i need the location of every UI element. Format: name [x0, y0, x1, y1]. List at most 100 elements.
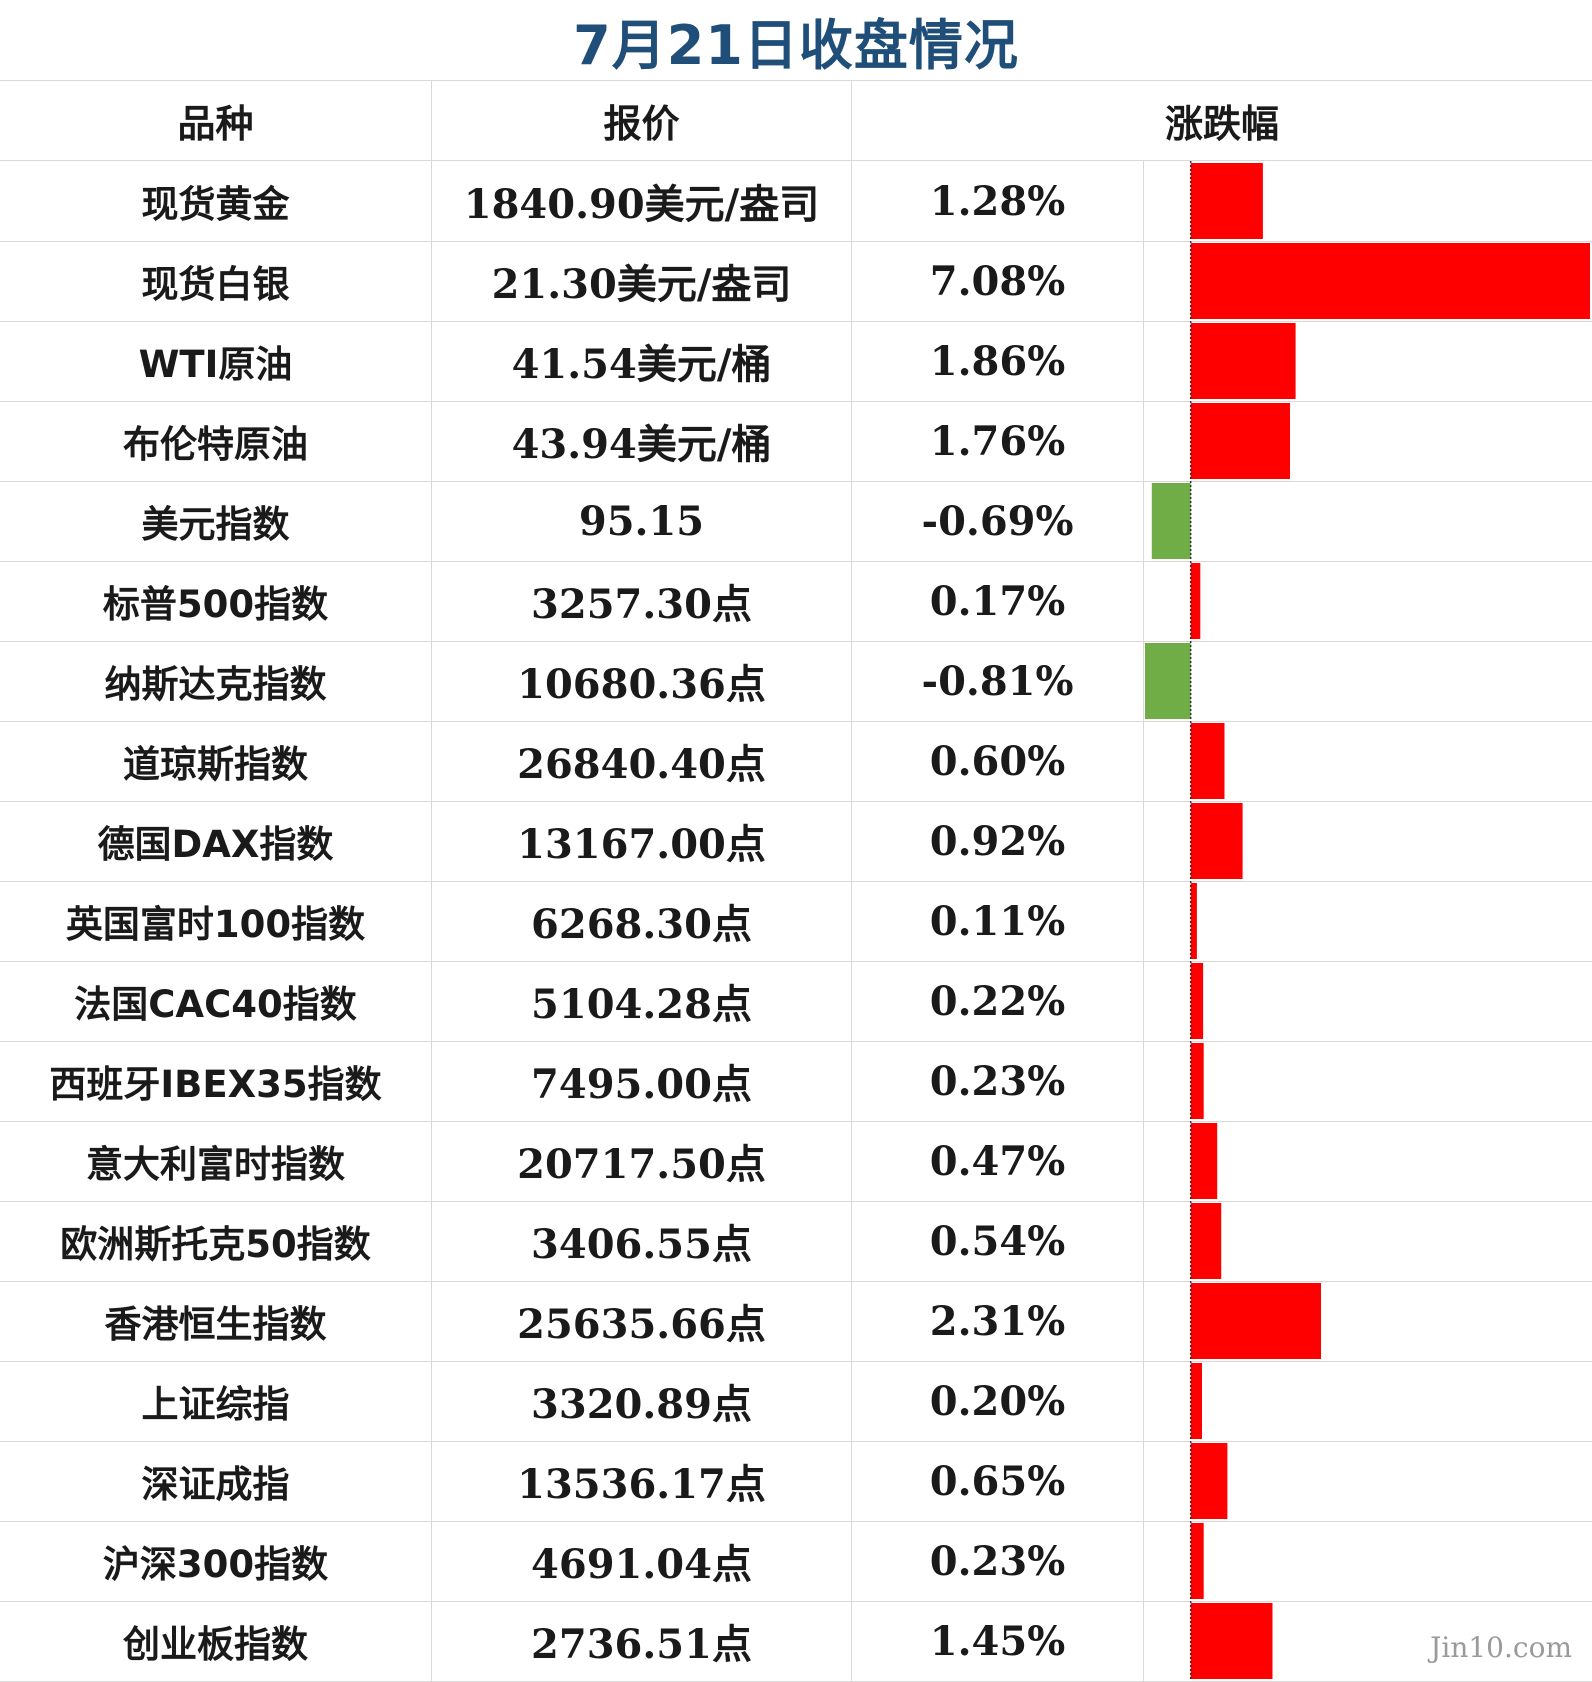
row-name: 欧洲斯托克50指数 [0, 1201, 432, 1281]
table-row: WTI原油 41.54美元/桶 1.86% [0, 321, 1592, 402]
row-price: 3406.55点 [432, 1201, 852, 1281]
watermark: Jin10.com [1430, 1631, 1572, 1664]
row-change: 1.28% [852, 161, 1144, 241]
table-row: 西班牙IBEX35指数 7495.00点 0.23% [0, 1041, 1592, 1122]
row-name: 布伦特原油 [0, 401, 432, 481]
row-name: 德国DAX指数 [0, 801, 432, 881]
table-row: 现货黄金 1840.90美元/盎司 1.28% [0, 161, 1592, 242]
row-bar-cell [1144, 561, 1592, 641]
row-price: 7495.00点 [432, 1041, 852, 1121]
row-price: 20717.50点 [432, 1121, 852, 1201]
table-row: 欧洲斯托克50指数 3406.55点 0.54% [0, 1201, 1592, 1282]
table-row: 创业板指数 2736.51点 1.45% [0, 1601, 1592, 1682]
table-row: 深证成指 13536.17点 0.65% [0, 1441, 1592, 1522]
row-price: 10680.36点 [432, 641, 852, 721]
row-bar-cell [1144, 1201, 1592, 1281]
row-name: 道琼斯指数 [0, 721, 432, 801]
row-bar-cell [1144, 1521, 1592, 1601]
row-change: 0.65% [852, 1441, 1144, 1521]
row-name: 现货黄金 [0, 161, 432, 241]
table-row: 英国富时100指数 6268.30点 0.11% [0, 881, 1592, 962]
row-price: 13167.00点 [432, 801, 852, 881]
row-change: 0.23% [852, 1521, 1144, 1601]
row-price: 26840.40点 [432, 721, 852, 801]
table-row: 现货白银 21.30美元/盎司 7.08% [0, 241, 1592, 322]
row-bar-cell [1144, 321, 1592, 401]
row-bar-cell [1144, 1361, 1592, 1441]
row-name: 深证成指 [0, 1441, 432, 1521]
row-price: 41.54美元/桶 [432, 321, 852, 401]
row-bar-cell [1144, 1121, 1592, 1201]
row-change: 1.76% [852, 401, 1144, 481]
table-row: 法国CAC40指数 5104.28点 0.22% [0, 961, 1592, 1042]
row-bar-cell [1144, 641, 1592, 721]
row-price: 3320.89点 [432, 1361, 852, 1441]
table-row: 纳斯达克指数 10680.36点 -0.81% [0, 641, 1592, 722]
row-change: 0.23% [852, 1041, 1144, 1121]
table-row: 布伦特原油 43.94美元/桶 1.76% [0, 401, 1592, 482]
row-name: 现货白银 [0, 241, 432, 321]
row-price: 95.15 [432, 481, 852, 561]
row-name: 意大利富时指数 [0, 1121, 432, 1201]
row-bar-cell [1144, 801, 1592, 881]
header-change: 涨跌幅 [1164, 101, 1279, 146]
row-change: 1.86% [852, 321, 1144, 401]
row-bar-cell [1144, 1441, 1592, 1521]
table-row: 沪深300指数 4691.04点 0.23% [0, 1521, 1592, 1602]
row-change: -0.69% [852, 481, 1144, 561]
table-row: 美元指数 95.15 -0.69% [0, 481, 1592, 562]
row-name: 创业板指数 [0, 1601, 432, 1681]
row-name: 香港恒生指数 [0, 1281, 432, 1361]
row-name: 美元指数 [0, 481, 432, 561]
row-change: -0.81% [852, 641, 1144, 721]
row-name: 英国富时100指数 [0, 881, 432, 961]
row-name: 法国CAC40指数 [0, 961, 432, 1041]
page-title: 7月21日收盘情况 [0, 0, 1592, 81]
row-change: 0.92% [852, 801, 1144, 881]
row-name: 标普500指数 [0, 561, 432, 641]
row-change: 0.47% [852, 1121, 1144, 1201]
row-change: 7.08% [852, 241, 1144, 321]
row-change: 0.54% [852, 1201, 1144, 1281]
row-change: 1.45% [852, 1601, 1144, 1681]
row-bar-cell [1144, 721, 1592, 801]
row-change: 2.31% [852, 1281, 1144, 1361]
row-name: 沪深300指数 [0, 1521, 432, 1601]
table-row: 上证综指 3320.89点 0.20% [0, 1361, 1592, 1442]
row-price: 1840.90美元/盎司 [432, 161, 852, 241]
row-price: 43.94美元/桶 [432, 401, 852, 481]
row-price: 5104.28点 [432, 961, 852, 1041]
table-row: 德国DAX指数 13167.00点 0.92% [0, 801, 1592, 882]
row-bar-cell [1144, 401, 1592, 481]
row-name: 西班牙IBEX35指数 [0, 1041, 432, 1121]
table-row: 意大利富时指数 20717.50点 0.47% [0, 1121, 1592, 1202]
row-price: 6268.30点 [432, 881, 852, 961]
row-change: 0.11% [852, 881, 1144, 961]
row-price: 3257.30点 [432, 561, 852, 641]
row-name: 上证综指 [0, 1361, 432, 1441]
row-bar-cell [1144, 881, 1592, 961]
row-price: 13536.17点 [432, 1441, 852, 1521]
header-price: 报价 [432, 80, 852, 160]
row-bar-cell [1144, 241, 1592, 321]
row-price: 21.30美元/盎司 [432, 241, 852, 321]
table-header: 品种 报价 涨跌幅 [0, 80, 1592, 161]
header-name: 品种 [0, 80, 432, 160]
row-bar-cell [1144, 161, 1592, 241]
row-bar-cell [1144, 481, 1592, 561]
row-price: 2736.51点 [432, 1601, 852, 1681]
row-bar-cell [1144, 961, 1592, 1041]
table-row: 标普500指数 3257.30点 0.17% [0, 561, 1592, 642]
table-row: 道琼斯指数 26840.40点 0.60% [0, 721, 1592, 802]
row-change: 0.22% [852, 961, 1144, 1041]
row-name: 纳斯达克指数 [0, 641, 432, 721]
row-bar-cell [1144, 1041, 1592, 1121]
row-price: 25635.66点 [432, 1281, 852, 1361]
row-bar-cell [1144, 1281, 1592, 1361]
row-name: WTI原油 [0, 321, 432, 401]
row-change: 0.20% [852, 1361, 1144, 1441]
row-change: 0.60% [852, 721, 1144, 801]
row-price: 4691.04点 [432, 1521, 852, 1601]
table-row: 香港恒生指数 25635.66点 2.31% [0, 1281, 1592, 1362]
